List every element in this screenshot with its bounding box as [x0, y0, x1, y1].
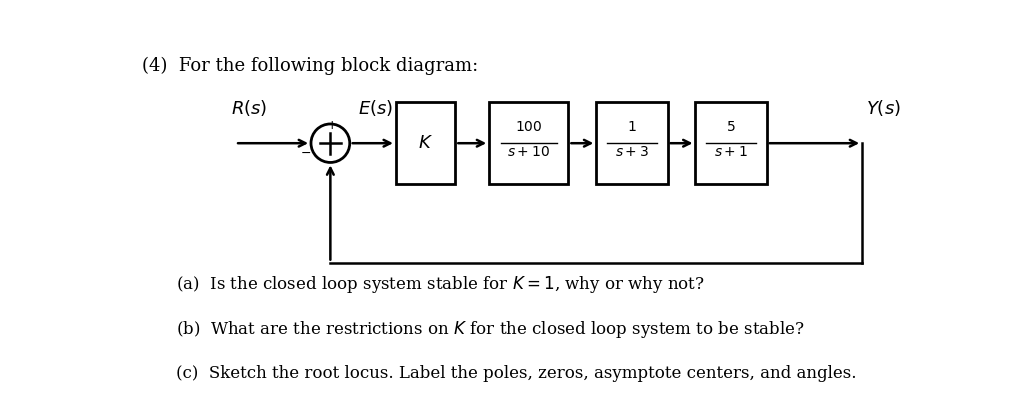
Text: (c)  Sketch the root locus. Label the poles, zeros, asymptote centers, and angle: (c) Sketch the root locus. Label the pol…: [176, 365, 856, 382]
Bar: [489, 102, 568, 184]
Bar: [396, 102, 456, 184]
Text: $E(s)$: $E(s)$: [357, 98, 393, 118]
Text: $-$: $-$: [300, 146, 310, 160]
Text: $R(s)$: $R(s)$: [231, 98, 267, 118]
Text: $100$: $100$: [515, 120, 543, 134]
Text: $K$: $K$: [418, 134, 433, 152]
Text: $s+1$: $s+1$: [714, 145, 749, 159]
Text: $Y(s)$: $Y(s)$: [866, 98, 901, 118]
Text: (4)  For the following block diagram:: (4) For the following block diagram:: [142, 57, 478, 75]
Text: $1$: $1$: [627, 120, 637, 134]
Text: $s+3$: $s+3$: [615, 145, 649, 159]
Bar: [596, 102, 668, 184]
Text: $5$: $5$: [726, 120, 736, 134]
Text: (a)  Is the closed loop system stable for $K = 1$, why or why not?: (a) Is the closed loop system stable for…: [176, 274, 705, 295]
Bar: [695, 102, 767, 184]
Text: (b)  What are the restrictions on $K$ for the closed loop system to be stable?: (b) What are the restrictions on $K$ for…: [176, 319, 804, 340]
Text: +: +: [327, 119, 338, 132]
Text: $s+10$: $s+10$: [507, 145, 550, 159]
